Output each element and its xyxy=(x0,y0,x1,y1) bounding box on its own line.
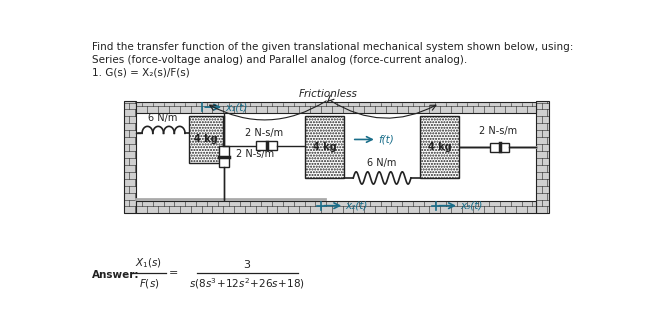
Bar xyxy=(219,146,230,167)
Text: 1. G(s) = X₂(s)/F(s): 1. G(s) = X₂(s)/F(s) xyxy=(92,68,190,78)
Bar xyxy=(537,101,549,214)
Text: $3$: $3$ xyxy=(243,258,252,270)
Text: f(t): f(t) xyxy=(378,134,394,144)
Text: $X_1(s)$: $X_1(s)$ xyxy=(135,257,163,270)
Bar xyxy=(124,101,137,214)
Text: 2 N-s/m: 2 N-s/m xyxy=(245,128,283,138)
Text: x₂(t): x₂(t) xyxy=(346,201,368,211)
Text: Answer:: Answer: xyxy=(92,270,139,280)
Text: 4 kg: 4 kg xyxy=(194,134,218,144)
Text: x₁(t): x₁(t) xyxy=(226,102,248,112)
Text: Series (force-voltage analog) and Parallel analog (force-current analog).: Series (force-voltage analog) and Parall… xyxy=(92,55,468,65)
Text: Find the transfer function of the given translational mechanical system shown be: Find the transfer function of the given … xyxy=(92,42,573,52)
Bar xyxy=(137,113,537,201)
Text: =: = xyxy=(169,268,178,278)
Bar xyxy=(189,116,223,163)
Bar xyxy=(420,116,459,178)
Bar xyxy=(305,116,344,178)
Bar xyxy=(490,143,509,152)
Text: Frictionless: Frictionless xyxy=(299,90,358,99)
Text: 2 N-s/m: 2 N-s/m xyxy=(479,126,517,136)
Text: 4 kg: 4 kg xyxy=(313,142,337,152)
Text: x₃(t): x₃(t) xyxy=(461,201,482,211)
Text: $s(8s^3\!+\!12s^2\!+\!26s\!+\!18)$: $s(8s^3\!+\!12s^2\!+\!26s\!+\!18)$ xyxy=(189,277,305,291)
Bar xyxy=(256,141,277,150)
Bar xyxy=(137,201,537,214)
Text: 6 N/m: 6 N/m xyxy=(368,158,397,168)
Text: 4 kg: 4 kg xyxy=(428,142,452,152)
Text: $F(s)$: $F(s)$ xyxy=(139,277,159,290)
Text: 2 N-s/m: 2 N-s/m xyxy=(237,149,275,159)
Bar xyxy=(137,102,537,113)
Text: 6 N/m: 6 N/m xyxy=(148,113,177,123)
